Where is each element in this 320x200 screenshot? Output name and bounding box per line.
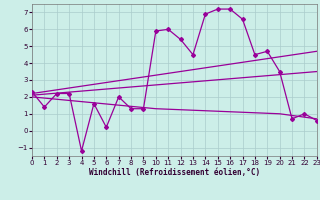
X-axis label: Windchill (Refroidissement éolien,°C): Windchill (Refroidissement éolien,°C) [89,168,260,177]
